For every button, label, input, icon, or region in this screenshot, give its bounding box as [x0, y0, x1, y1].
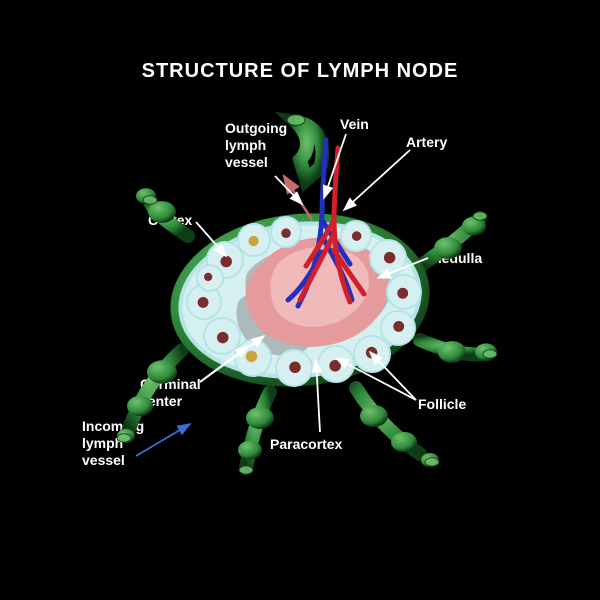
lymph-node-diagram	[0, 0, 600, 600]
